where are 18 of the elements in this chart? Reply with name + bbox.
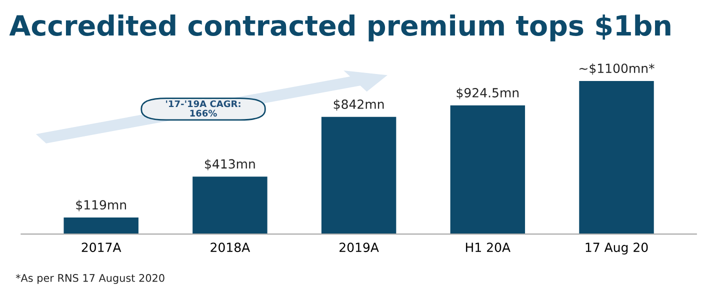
x-tick-label: 2018A xyxy=(210,242,250,252)
data-label: $413mn xyxy=(205,158,255,170)
x-tick-label: H1 20A xyxy=(466,242,510,252)
data-label: $119mn xyxy=(76,200,126,212)
bar xyxy=(450,105,526,234)
bar xyxy=(579,81,654,234)
data-label: $842mn xyxy=(334,99,384,111)
bar xyxy=(192,176,268,234)
data-label: ~$1100mn* xyxy=(580,63,654,75)
x-tick-label: 2019A xyxy=(340,242,379,252)
annotation: '17-'19A CAGR: 166% xyxy=(166,100,240,117)
chart-title: Accredited contracted premium tops $1bn xyxy=(9,14,670,42)
bar xyxy=(321,116,396,234)
bar xyxy=(64,218,138,234)
x-tick-label: 17 Aug 20 xyxy=(586,242,648,255)
text: *As per RNS 17 August 2020 xyxy=(16,274,164,284)
data-label: $924.5mn xyxy=(456,88,519,100)
x-tick-label: 2017A xyxy=(82,242,122,252)
